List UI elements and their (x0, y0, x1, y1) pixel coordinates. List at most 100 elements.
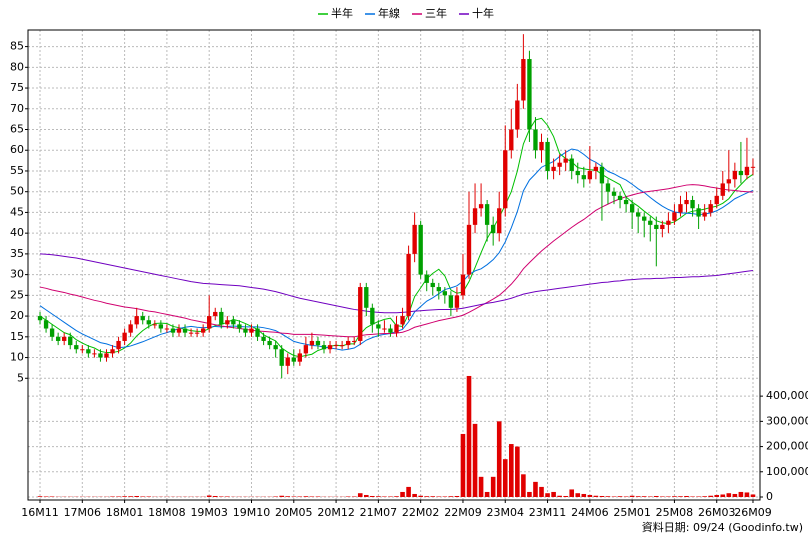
x-tick-label: 19M10 (233, 506, 271, 519)
y-tick-label: 5 (17, 371, 24, 384)
candle-body (303, 345, 309, 354)
candle-body (533, 129, 538, 151)
volume-bar (478, 476, 484, 497)
candle-body (617, 195, 623, 200)
x-tick-label: 16M11 (21, 506, 59, 519)
candle-body (158, 324, 164, 329)
volume-bar (436, 496, 442, 497)
volume-bar (593, 495, 599, 497)
candle-body (412, 224, 417, 254)
candle-body (400, 316, 405, 325)
candle-body (587, 170, 593, 180)
y-tick-label: 50 (10, 185, 24, 198)
candle-body (714, 195, 719, 205)
candle-body (86, 349, 91, 354)
legend-label: 十年 (472, 6, 494, 20)
candle-body (358, 287, 363, 341)
y2-tick-label: 300,000 (766, 414, 808, 427)
candle-body (406, 253, 411, 317)
x-tick-label: 18M01 (106, 506, 144, 519)
candle-body (237, 324, 242, 329)
plot-frame (27, 29, 761, 501)
candle-body (98, 353, 103, 358)
candle-body (702, 212, 707, 217)
volume-bar (357, 493, 363, 497)
candle-body (188, 332, 194, 334)
candle-body (460, 274, 466, 296)
candle-body (352, 340, 357, 342)
y-tick-label: 70 (10, 102, 24, 115)
volume-bar (654, 495, 659, 497)
volume-bar (110, 496, 115, 497)
volume-bar (551, 491, 556, 497)
candle-body (672, 212, 677, 221)
x-tick-label: 26M09 (734, 506, 772, 519)
candle-body (110, 349, 115, 354)
candle-body (104, 353, 109, 358)
candle-body (68, 336, 73, 346)
candle-body (430, 282, 435, 288)
volume-bar (376, 496, 381, 497)
volume-bar (527, 491, 532, 497)
candle-body (261, 336, 266, 341)
volume-bar (496, 421, 502, 497)
x-tick-label: 25M08 (656, 506, 694, 519)
volume-bar (587, 494, 593, 497)
candle-body (291, 357, 296, 362)
candle-body (629, 204, 635, 213)
volume-bar (533, 481, 538, 497)
candle-body (503, 150, 508, 209)
candle-body (599, 166, 605, 184)
candle-body (37, 316, 43, 321)
x-tick-label: 26M03 (698, 506, 736, 519)
volume-bar (472, 423, 478, 497)
volume-bar (212, 495, 218, 497)
candle-body (55, 336, 61, 341)
volume-bar (720, 494, 726, 497)
volume-bar (502, 459, 508, 497)
candle-body (382, 328, 387, 330)
legend-label: 半年 (331, 6, 353, 20)
candle-body (327, 345, 333, 350)
volume-bar (442, 496, 448, 497)
candle-body (345, 340, 351, 346)
y-tick-label: 35 (10, 247, 24, 260)
candle-body (521, 59, 526, 101)
candle-body (454, 295, 460, 308)
candle-body (49, 328, 55, 337)
x-tick-label: 21M07 (360, 506, 398, 519)
candle-body (279, 349, 284, 366)
candle-body (339, 345, 345, 347)
candle-body (436, 287, 441, 292)
volume-bar (521, 474, 526, 497)
candle-body (394, 324, 399, 333)
volume-bar (140, 496, 146, 497)
candle-body (80, 349, 85, 351)
volume-bar (43, 496, 49, 497)
candle-body (182, 328, 188, 333)
candle-body (708, 204, 713, 213)
volume-bar (690, 496, 695, 497)
volume-bar (641, 496, 647, 497)
x-tick-label: 19M03 (190, 506, 228, 519)
y-tick-label: 80 (10, 60, 24, 73)
volume-bar (466, 375, 472, 497)
candle-body (448, 295, 454, 308)
volume-bar (666, 496, 671, 497)
candle-body (273, 345, 278, 350)
candle-body (654, 224, 659, 230)
candle-body (569, 158, 574, 171)
volume-bar (611, 496, 617, 497)
candle-body (176, 328, 182, 333)
volume-bar (738, 491, 744, 497)
volume-bar (146, 496, 152, 497)
candle-body (213, 311, 218, 317)
candle-body (557, 162, 562, 167)
candle-body (605, 183, 611, 192)
candle-body (515, 100, 520, 130)
candle-body (321, 345, 327, 350)
volume-bar (122, 496, 127, 497)
candle-body (509, 129, 514, 151)
candle-body (563, 158, 568, 163)
